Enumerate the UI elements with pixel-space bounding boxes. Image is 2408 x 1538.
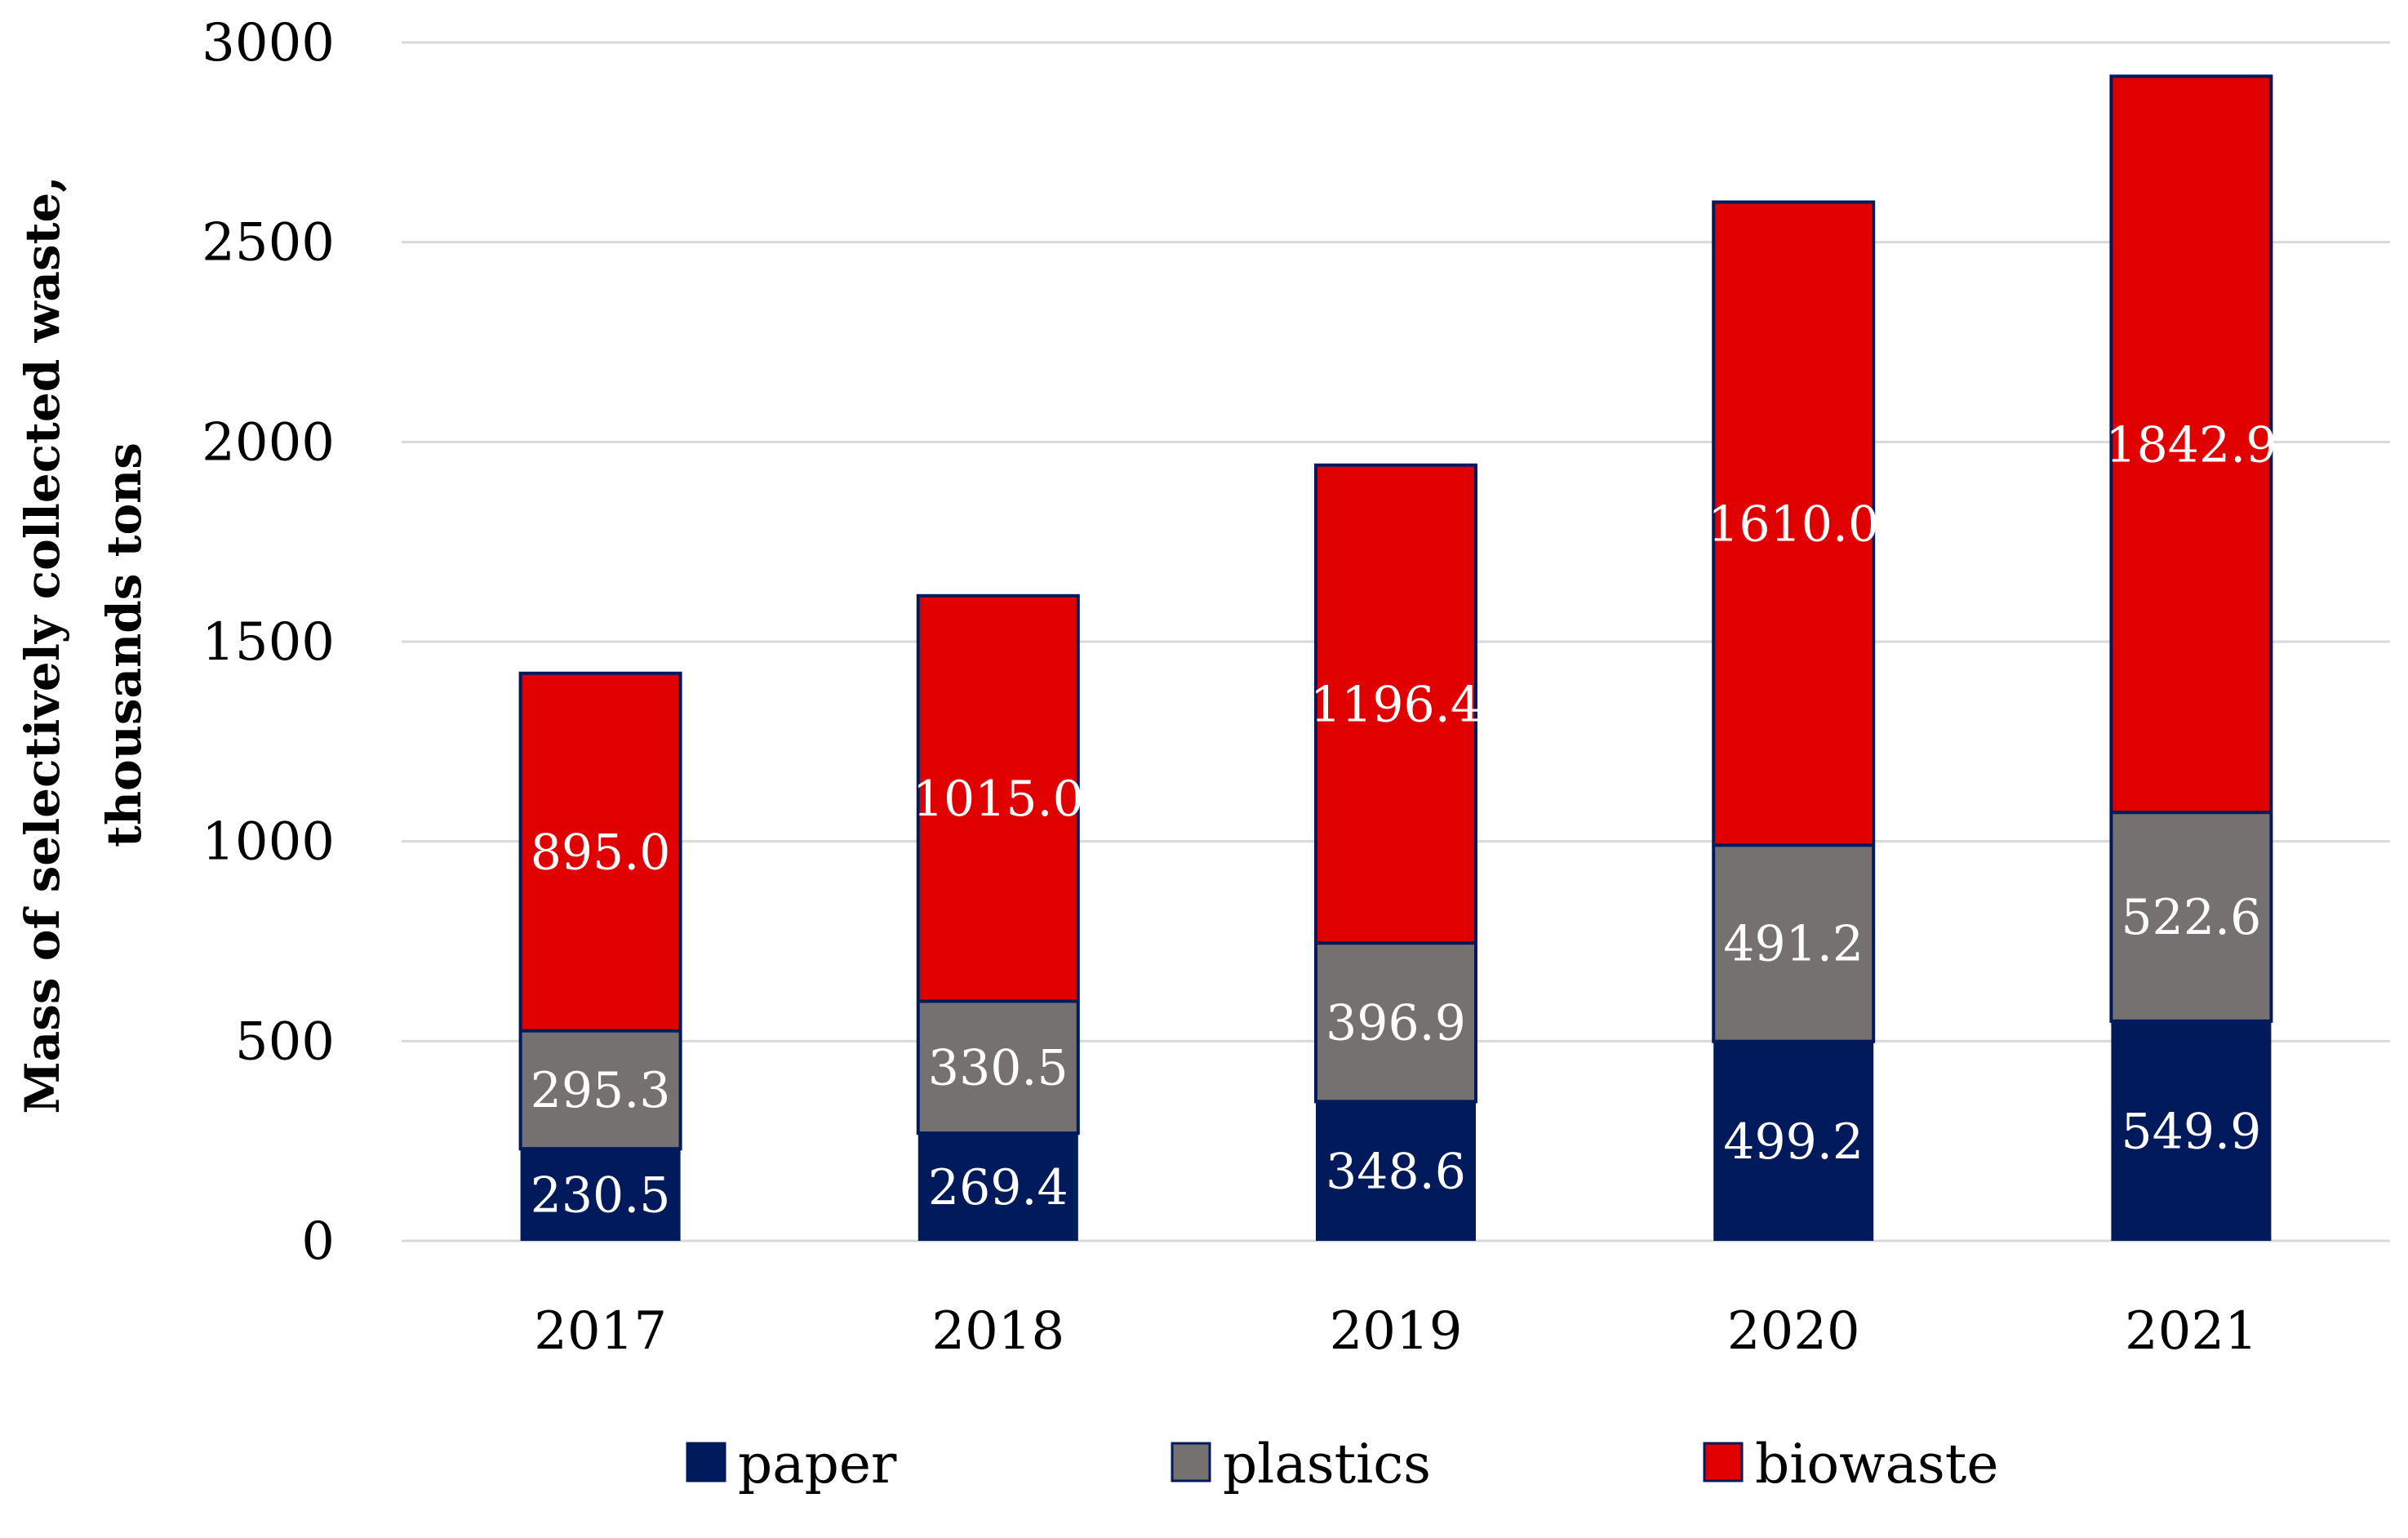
- y-tick-label: 2000: [202, 412, 335, 473]
- legend-label-plastics: plastics: [1223, 1433, 1431, 1496]
- x-axis-ticks: 2017 2018 2019 2020 2021: [534, 1301, 2258, 1362]
- bar-segment-paper-2021: [2111, 1020, 2272, 1241]
- data-labels: 230.5 295.3 895.0 269.4 330.5 1015.0 348.6 396.…: [531, 416, 2277, 1224]
- x-tick-label-2019: 2019: [1330, 1301, 1463, 1362]
- legend-swatch-biowaste: [1703, 1442, 1744, 1482]
- bar-segment-plastics-2020: [1713, 845, 1874, 1042]
- data-label-biowaste-2021: 1842.9: [2105, 416, 2277, 473]
- data-label-biowaste-2017: 895.0: [531, 825, 671, 882]
- y-tick-label: 3000: [202, 13, 335, 73]
- legend-label-paper: paper: [738, 1433, 897, 1496]
- bar-segment-biowaste-2017: [520, 673, 681, 1031]
- legend-swatch-paper: [686, 1442, 726, 1482]
- bars: [518, 74, 2273, 1241]
- y-tick-label: 1500: [202, 612, 335, 673]
- legend-label-biowaste: biowaste: [1755, 1433, 1998, 1496]
- bar-segment-plastics-2017: [520, 1030, 681, 1149]
- bar-segment-plastics-2021: [2111, 812, 2272, 1021]
- legend-swatch-plastics: [1171, 1442, 1211, 1482]
- legend: paper plastics biowaste: [686, 1433, 1998, 1496]
- bar-segment-plastics-2019: [1316, 943, 1476, 1102]
- data-label-plastics-2017: 295.3: [531, 1062, 671, 1119]
- bar-segment-paper-2019: [1316, 1101, 1476, 1241]
- data-label-biowaste-2018: 1015.0: [913, 771, 1084, 828]
- data-label-paper-2020: 499.2: [1723, 1113, 1864, 1171]
- y-axis-title-line-1: Mass of selectively collected waste,: [15, 176, 70, 1113]
- bar-segment-paper-2018: [917, 1133, 1078, 1241]
- y-tick-label: 0: [301, 1211, 335, 1272]
- data-label-plastics-2019: 396.9: [1326, 994, 1466, 1051]
- data-label-plastics-2020: 491.2: [1723, 916, 1864, 973]
- bar-segment-plastics-2018: [917, 1001, 1078, 1134]
- bar-segment-biowaste-2018: [917, 595, 1078, 1002]
- data-label-biowaste-2019: 1196.4: [1310, 676, 1482, 733]
- data-label-paper-2021: 549.9: [2121, 1103, 2262, 1160]
- data-label-paper-2017: 230.5: [531, 1167, 671, 1225]
- data-label-paper-2019: 348.6: [1326, 1144, 1466, 1201]
- y-axis-title-line-2: thousands tons: [96, 442, 152, 847]
- data-label-biowaste-2020: 1610.0: [1708, 496, 1879, 553]
- bar-segment-biowaste-2021: [2111, 76, 2272, 813]
- bar-segment-biowaste-2019: [1316, 465, 1476, 944]
- y-tick-label: 2500: [202, 213, 335, 273]
- data-label-paper-2018: 269.4: [928, 1159, 1068, 1216]
- y-axis-ticks: 0 500 1000 1500 2000 2500 3000: [202, 13, 335, 1272]
- bar-segment-paper-2020: [1713, 1041, 1874, 1241]
- x-tick-label-2017: 2017: [534, 1301, 667, 1362]
- bar-segment-paper-2017: [520, 1149, 681, 1241]
- bar-segment-biowaste-2020: [1713, 202, 1874, 846]
- data-label-plastics-2018: 330.5: [928, 1039, 1068, 1096]
- y-axis-title: Mass of selectively collected waste, thou…: [15, 176, 152, 1113]
- x-tick-label-2021: 2021: [2125, 1301, 2258, 1362]
- y-tick-label: 500: [235, 1011, 335, 1072]
- data-label-plastics-2021: 522.6: [2121, 889, 2262, 946]
- x-tick-label-2020: 2020: [1727, 1301, 1860, 1362]
- x-tick-label-2018: 2018: [931, 1301, 1064, 1362]
- y-tick-label: 1000: [202, 812, 335, 873]
